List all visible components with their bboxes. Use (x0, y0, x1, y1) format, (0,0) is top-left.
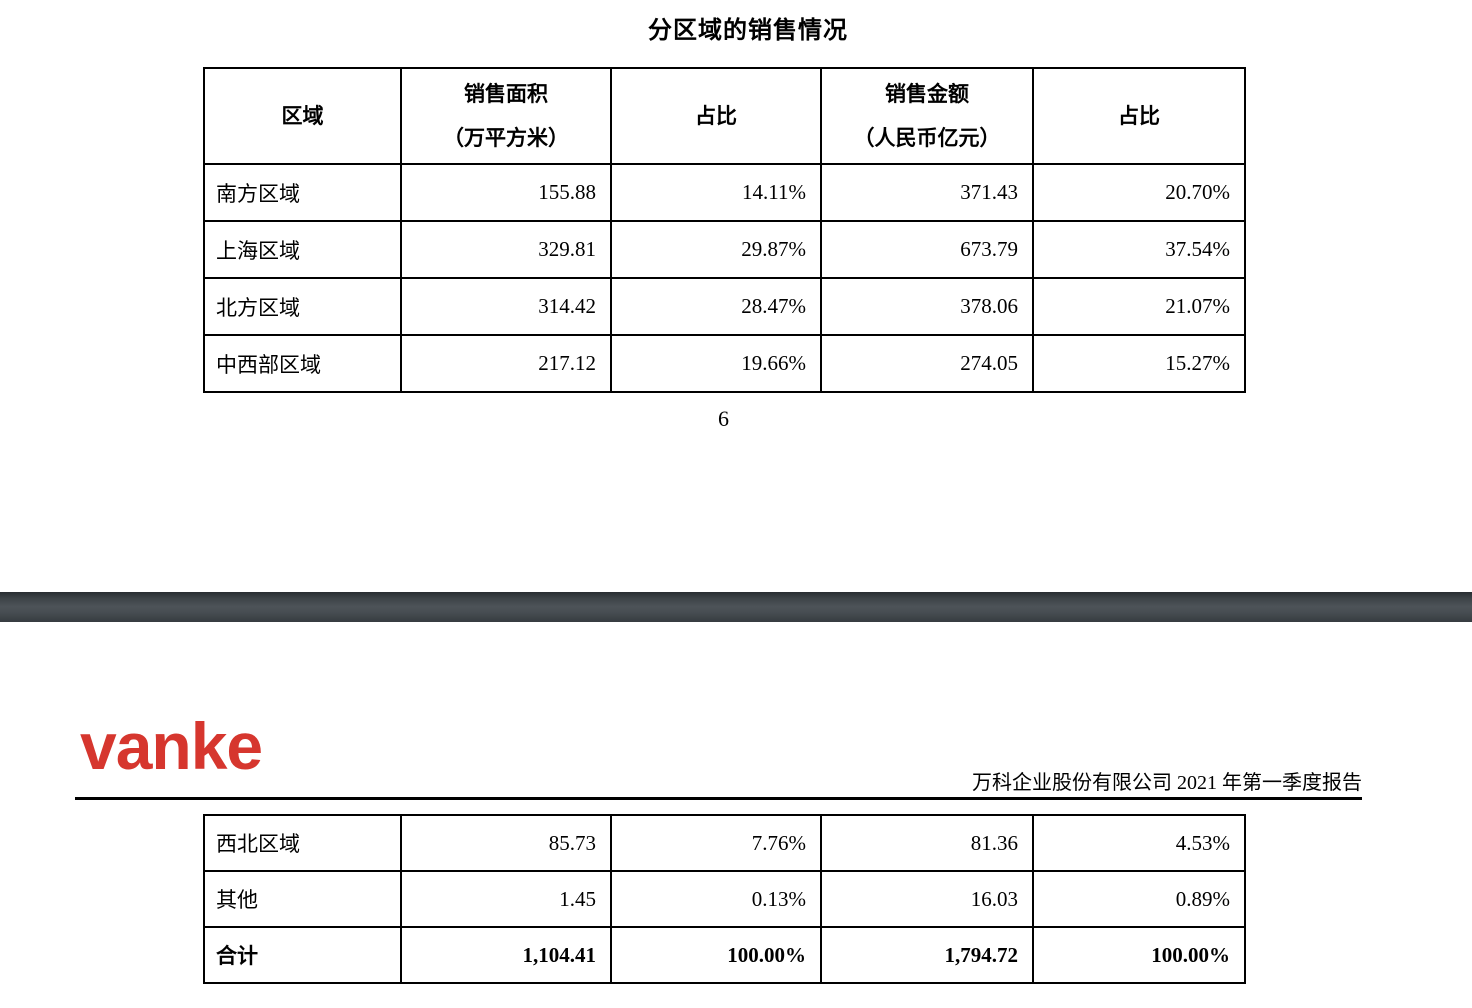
amount-cell: 81.36 (820, 814, 1034, 872)
amount-cell: 673.79 (820, 220, 1034, 279)
table-total-row: 合计 1,104.41 100.00% 1,794.72 100.00% (203, 926, 1246, 984)
amount-pct-cell: 21.07% (1032, 277, 1246, 336)
amount-pct-cell: 4.53% (1032, 814, 1246, 872)
area-pct-cell: 19.66% (610, 334, 822, 393)
amount-pct-cell: 100.00% (1032, 926, 1246, 984)
page-separator-band (0, 592, 1472, 622)
area-pct-cell: 28.47% (610, 277, 822, 336)
table-row: 南方区域 155.88 14.11% 371.43 20.70% (203, 163, 1246, 222)
region-cell: 南方区域 (203, 163, 402, 222)
regional-sales-table-page2: 西北区域 85.73 7.76% 81.36 4.53% 其他 1.45 0.1… (203, 814, 1246, 984)
region-cell: 北方区域 (203, 277, 402, 336)
region-cell: 中西部区域 (203, 334, 402, 393)
area-pct-cell: 7.76% (610, 814, 822, 872)
table-row: 西北区域 85.73 7.76% 81.36 4.53% (203, 814, 1246, 872)
amount-pct-cell: 15.27% (1032, 334, 1246, 393)
amount-cell: 371.43 (820, 163, 1034, 222)
header-rule (75, 797, 1362, 800)
report-header-title: 万科企业股份有限公司 2021 年第一季度报告 (972, 772, 1362, 794)
area-cell: 155.88 (400, 163, 612, 222)
col-header-area-share: 占比 (610, 67, 822, 165)
amount-cell: 16.03 (820, 870, 1034, 928)
area-cell: 314.42 (400, 277, 612, 336)
amount-cell: 378.06 (820, 277, 1034, 336)
amount-cell: 274.05 (820, 334, 1034, 393)
amount-pct-cell: 37.54% (1032, 220, 1246, 279)
area-pct-cell: 14.11% (610, 163, 822, 222)
table-row: 其他 1.45 0.13% 16.03 0.89% (203, 870, 1246, 928)
region-cell: 其他 (203, 870, 402, 928)
table-row: 中西部区域 217.12 19.66% 274.05 15.27% (203, 334, 1246, 393)
amount-cell: 1,794.72 (820, 926, 1034, 984)
area-pct-cell: 29.87% (610, 220, 822, 279)
area-cell: 329.81 (400, 220, 612, 279)
page-number: 6 (718, 406, 729, 431)
area-cell: 85.73 (400, 814, 612, 872)
region-cell: 上海区域 (203, 220, 402, 279)
amount-pct-cell: 20.70% (1032, 163, 1246, 222)
area-cell: 1.45 (400, 870, 612, 928)
col-header-sales-area: 销售面积 （万平方米） (400, 67, 612, 165)
region-cell: 合计 (203, 926, 402, 984)
col-header-sales-amount: 销售金额 （人民币亿元） (820, 67, 1034, 165)
section-title: 分区域的销售情况 (648, 18, 848, 44)
region-cell: 西北区域 (203, 814, 402, 872)
amount-pct-cell: 0.89% (1032, 870, 1246, 928)
area-cell: 1,104.41 (400, 926, 612, 984)
col-header-amount-share: 占比 (1032, 67, 1246, 165)
regional-sales-table-page1: 区域 销售面积 （万平方米） 占比 销售金额 （人民币亿元） 占比 南方区域 155… (203, 67, 1246, 393)
vanke-logo: vanke (80, 709, 263, 783)
area-pct-cell: 100.00% (610, 926, 822, 984)
area-cell: 217.12 (400, 334, 612, 393)
table-row: 北方区域 314.42 28.47% 378.06 21.07% (203, 277, 1246, 336)
col-header-region: 区域 (203, 67, 402, 165)
table-row: 上海区域 329.81 29.87% 673.79 37.54% (203, 220, 1246, 279)
table-header-row: 区域 销售面积 （万平方米） 占比 销售金额 （人民币亿元） 占比 (203, 67, 1246, 165)
area-pct-cell: 0.13% (610, 870, 822, 928)
